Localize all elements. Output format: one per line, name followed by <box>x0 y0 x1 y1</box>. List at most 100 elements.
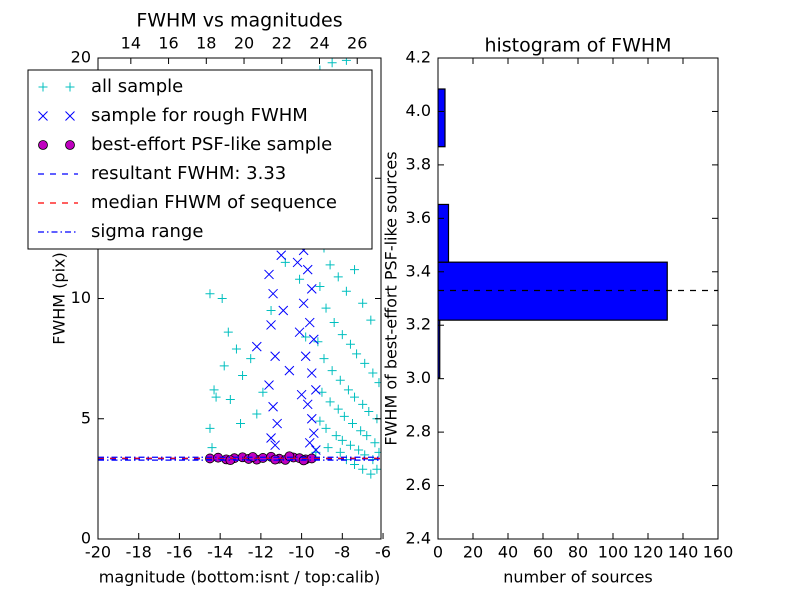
legend-label: all sample <box>91 76 183 97</box>
x2-tick-label: 20 <box>234 34 254 53</box>
y-tick-label: 3.2 <box>406 315 431 334</box>
point <box>333 404 343 414</box>
x-tick-label: 100 <box>598 543 629 562</box>
point <box>358 298 368 308</box>
point <box>366 469 376 479</box>
point <box>207 443 217 453</box>
point <box>264 269 274 280</box>
legend-label: median FHWM of sequence <box>91 192 337 213</box>
point <box>65 82 75 92</box>
x-tick-label: 120 <box>633 543 664 562</box>
x-tick-label: -6 <box>375 543 391 562</box>
x-tick-label: -8 <box>334 543 350 562</box>
point <box>266 320 276 330</box>
point <box>306 284 317 294</box>
y-tick-label: 2.6 <box>406 475 431 494</box>
point <box>337 435 347 445</box>
point <box>329 318 339 328</box>
point <box>38 82 48 92</box>
point <box>238 370 248 380</box>
legend-box <box>27 69 373 250</box>
point <box>337 330 347 340</box>
point <box>360 358 370 368</box>
point <box>223 327 233 337</box>
y-tick-label: 4.2 <box>406 48 431 67</box>
x-tick-label: -16 <box>166 543 192 562</box>
point <box>278 305 289 316</box>
point <box>313 337 323 347</box>
x2-tick-label: 24 <box>309 34 329 53</box>
point <box>205 289 215 299</box>
plot-area <box>98 58 381 479</box>
point <box>325 260 335 270</box>
point <box>323 443 333 453</box>
point <box>362 431 372 441</box>
point <box>327 366 337 376</box>
point <box>339 411 349 421</box>
point <box>276 250 287 261</box>
point <box>343 385 353 395</box>
point <box>302 399 313 410</box>
x-tick-label: -12 <box>248 543 274 562</box>
point <box>315 416 325 426</box>
point <box>306 368 317 378</box>
x-tick-label: 40 <box>498 543 518 562</box>
x-tick-label: -18 <box>126 543 152 562</box>
point <box>374 378 381 388</box>
chart-title: FWHM vs magnitudes <box>136 10 342 32</box>
point <box>301 332 311 342</box>
legend-label: best-effort PSF-like sample <box>91 134 332 155</box>
point <box>209 385 219 395</box>
x-axis-label: number of sources <box>503 568 653 587</box>
point <box>272 418 283 429</box>
point <box>354 445 364 455</box>
point <box>266 306 276 316</box>
point <box>266 433 276 443</box>
x-tick-label: 0 <box>433 543 443 562</box>
point <box>205 423 215 433</box>
point <box>295 274 305 284</box>
point <box>350 265 360 275</box>
legend-label: resultant FWHM: 3.33 <box>91 163 286 184</box>
point <box>345 339 355 349</box>
point <box>270 351 280 362</box>
x-tick-label: -20 <box>85 543 111 562</box>
point <box>335 375 345 385</box>
y-axis-label: FWHM of best-effort PSF-like sources <box>382 151 401 445</box>
point <box>246 354 256 364</box>
point <box>219 361 229 371</box>
point <box>310 445 321 455</box>
point <box>65 111 75 121</box>
point <box>284 365 295 376</box>
y-tick-label: 2.4 <box>406 529 431 548</box>
point <box>294 327 305 338</box>
point <box>296 389 307 400</box>
point <box>333 272 343 282</box>
point <box>310 385 321 395</box>
point <box>306 413 317 424</box>
bar <box>438 203 450 263</box>
point <box>364 407 374 417</box>
point <box>268 401 278 412</box>
point <box>374 447 381 457</box>
point <box>368 368 378 378</box>
point <box>211 392 221 402</box>
y-tick-label: 3.8 <box>406 154 431 173</box>
x-tick-label: 160 <box>703 543 734 562</box>
bar <box>438 261 668 321</box>
point <box>350 392 360 402</box>
x2-tick-label: 18 <box>196 34 216 53</box>
point <box>304 317 315 328</box>
y-tick-label: 3.0 <box>406 368 431 387</box>
point <box>251 341 262 352</box>
x2-tick-label: 16 <box>158 34 178 53</box>
y-tick-label: 2.8 <box>406 422 431 441</box>
point <box>308 334 319 345</box>
point <box>358 464 368 474</box>
point <box>370 438 380 448</box>
point <box>252 409 262 419</box>
x-axis-label: magnitude (bottom:isnt / top:calib) <box>99 568 380 587</box>
y-tick-label: 5 <box>81 408 91 427</box>
x-tick-label: 20 <box>463 543 483 562</box>
x2-tick-label: 26 <box>347 34 367 53</box>
